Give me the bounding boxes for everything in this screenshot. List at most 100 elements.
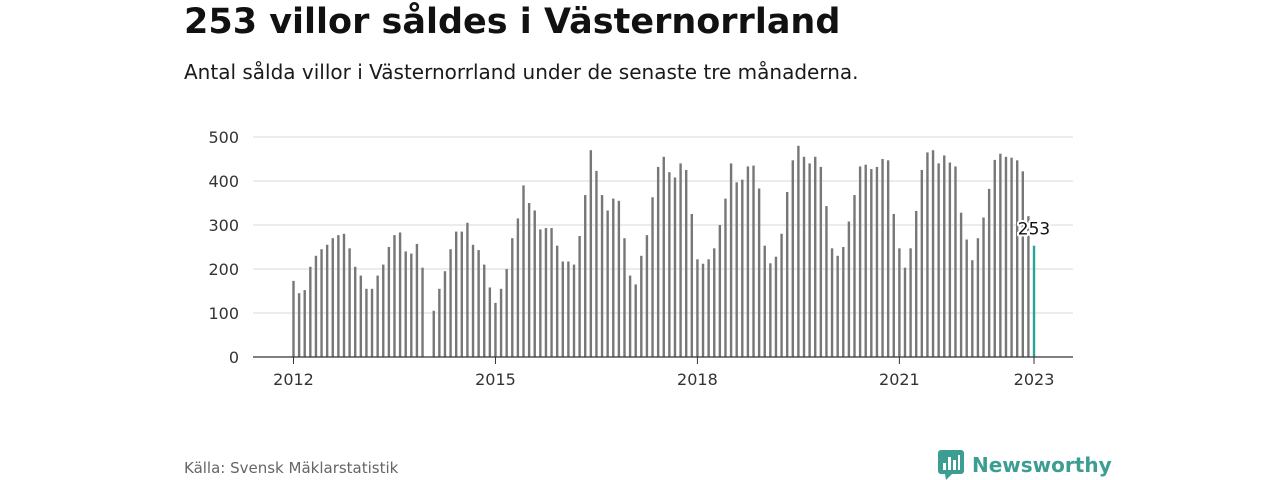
bar [842, 247, 845, 357]
bar [673, 177, 677, 357]
bar [898, 248, 901, 357]
y-axis: 0 100 200 300 400 500 [208, 128, 239, 367]
bar [516, 218, 520, 357]
bar [685, 170, 688, 357]
x-tick-label: 2018 [677, 370, 718, 389]
bar [454, 231, 458, 357]
bar [814, 156, 817, 357]
bar [645, 235, 649, 357]
x-tick-label: 2023 [1014, 370, 1055, 389]
bar [572, 264, 576, 357]
bar [550, 228, 553, 357]
bar [763, 245, 766, 357]
bar [449, 249, 452, 357]
y-tick-label: 200 [208, 260, 239, 279]
bar [729, 163, 733, 357]
bar [903, 267, 907, 357]
x-axis: 2012 2015 2018 2021 2023 [273, 357, 1054, 389]
bar [797, 145, 800, 357]
bar-highlight [1032, 245, 1036, 357]
bar [297, 293, 301, 357]
bar [976, 238, 980, 357]
bar [993, 159, 996, 357]
bar [892, 214, 895, 357]
bar [718, 225, 722, 357]
brand-name: Newsworthy [972, 453, 1112, 477]
bar [1015, 160, 1019, 357]
bar [398, 232, 402, 357]
bar [370, 288, 374, 357]
highlight-value-label: 253 [1018, 220, 1050, 240]
bar [365, 288, 368, 357]
bar [870, 169, 873, 357]
bar [690, 214, 694, 357]
bar [359, 275, 363, 357]
bar [926, 152, 929, 357]
bar [819, 166, 823, 357]
bar [488, 287, 492, 357]
bar [937, 163, 940, 357]
chart-subtitle: Antal sålda villor i Västernorrland unde… [184, 60, 859, 84]
bar [348, 248, 351, 357]
bar [769, 263, 772, 357]
bar [354, 266, 357, 357]
bar [802, 156, 806, 357]
bar [836, 255, 839, 357]
x-tick-label: 2015 [475, 370, 516, 389]
bar [785, 192, 789, 357]
bar [376, 275, 379, 357]
bar [808, 163, 811, 357]
bar [561, 261, 564, 357]
bar [555, 245, 559, 357]
y-tick-label: 500 [208, 128, 239, 147]
bar [628, 275, 632, 357]
bar [640, 255, 643, 357]
bar [600, 195, 604, 357]
x-tick-label: 2021 [879, 370, 920, 389]
newsworthy-logo-icon [938, 450, 964, 480]
bar [460, 231, 463, 357]
bar [292, 280, 295, 357]
bar [325, 244, 329, 357]
bar [780, 233, 783, 357]
bar [617, 200, 621, 357]
bar [539, 229, 542, 357]
bar [651, 197, 654, 357]
bar [707, 259, 710, 357]
bar [432, 310, 435, 357]
bar [1027, 216, 1030, 357]
source-note: Källa: Svensk Mäklarstatistik [184, 459, 399, 477]
bar [965, 239, 968, 357]
bar [757, 188, 761, 357]
bar [931, 150, 935, 357]
bar [505, 269, 508, 357]
bar [999, 153, 1002, 357]
bar [309, 266, 312, 357]
bar [954, 166, 957, 357]
bar [544, 228, 548, 357]
bar [713, 248, 716, 357]
bar [320, 249, 323, 357]
highlight-annotation: 253 [1016, 218, 1052, 242]
bar [471, 244, 475, 357]
bar [752, 165, 755, 357]
bar [847, 221, 851, 357]
bar [948, 162, 952, 357]
bar [494, 302, 497, 357]
bar [303, 290, 306, 357]
bar [314, 255, 318, 357]
bar [410, 253, 413, 357]
bar [606, 210, 609, 357]
bar [466, 222, 469, 357]
bar [584, 195, 587, 357]
bar [825, 206, 828, 357]
bar [483, 264, 486, 357]
bar [382, 264, 385, 357]
bar [438, 288, 441, 357]
chart-title: 253 villor såldes i Västernorrland [184, 2, 841, 42]
bar [404, 251, 407, 357]
bar [656, 166, 660, 357]
bar [943, 155, 946, 357]
bar [634, 284, 637, 357]
bar [443, 271, 447, 357]
